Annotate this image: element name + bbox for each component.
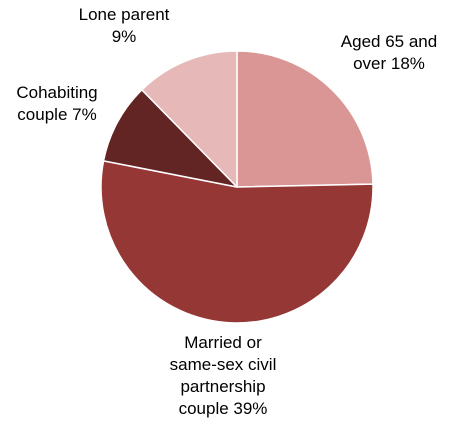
pie-slice-2 (102, 89, 238, 188)
pie-labels: Aged 65 and over 18% Married or same-sex ci… (16, 5, 437, 418)
pie-slice-1 (100, 160, 374, 324)
pie-slice-3 (141, 50, 238, 188)
pie-slice-label-1: Married or same-sex civil partnership coupl… (170, 333, 277, 418)
pie-slice-label-line: same-sex civil (170, 355, 277, 374)
pie-slice-label-0: Aged 65 and over 18% (341, 32, 437, 73)
pie-slice-label-line: 9% (112, 27, 137, 46)
pie-slices (100, 50, 374, 324)
pie-slice-label-line: Lone parent (79, 5, 170, 24)
pie-slice-label-line: Married or (184, 333, 262, 352)
pie-slice-label-2: Cohabiting couple 7% (16, 83, 97, 124)
pie-slice-label-line: Cohabiting (16, 83, 97, 102)
pie-slice-label-3: Lone parent 9% (79, 5, 170, 46)
pie-slice-label-line: over 18% (353, 54, 425, 73)
pie-slice-label-line: couple 39% (179, 399, 268, 418)
pie-slice-label-line: partnership (180, 377, 265, 396)
pie-slice-0 (236, 50, 374, 188)
pie-slice-label-line: Aged 65 and (341, 32, 437, 51)
pie-slice-label-line: couple 7% (17, 105, 96, 124)
